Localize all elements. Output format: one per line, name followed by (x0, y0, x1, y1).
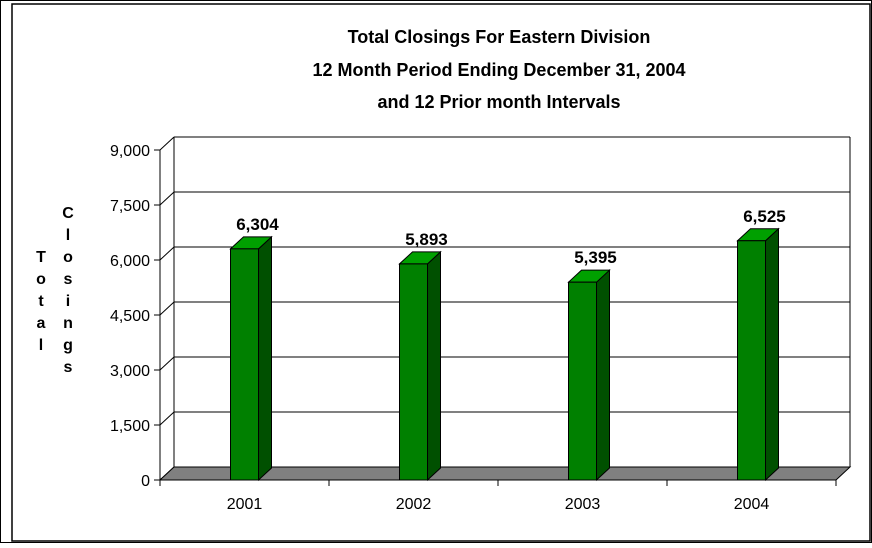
bar (567, 269, 611, 482)
y-tick-label: 7,500 (110, 198, 150, 215)
data-label: 5,395 (574, 248, 617, 267)
x-tick-label: 2002 (396, 496, 432, 513)
y-axis-title-letter: T (36, 249, 46, 266)
y-tick-label: 1,500 (110, 418, 150, 435)
chart-title-line: and 12 Prior month Intervals (377, 92, 620, 112)
y-axis-title-letter: i (66, 293, 70, 310)
bar-front (737, 240, 766, 481)
inner-border (11, 3, 871, 542)
y-axis-ticks: 0 1,500 3,000 4,500 6,000 7,500 9,000 (110, 143, 160, 490)
bar-side (258, 235, 272, 482)
y-axis-title-letter: C (62, 205, 74, 222)
side-wall-gridline (159, 246, 175, 261)
side-wall-gridline (159, 301, 175, 316)
bar (736, 227, 780, 482)
data-label: 5,893 (405, 230, 448, 249)
y-tick-label: 3,000 (110, 363, 150, 380)
data-label: 6,304 (236, 215, 279, 234)
x-tick-label: 2004 (734, 496, 770, 513)
x-tick-label: 2001 (227, 496, 263, 513)
chart-title: Total Closings For Eastern Division 12 Mo… (312, 27, 685, 112)
y-axis-title-letter: g (63, 337, 73, 354)
y-axis-title-letter: s (64, 271, 73, 288)
bar-front (230, 248, 259, 481)
side-wall-gridline (159, 136, 175, 151)
y-axis-title-letter: l (39, 337, 43, 354)
side-wall-gridline (159, 356, 175, 371)
y-axis-title-letter: a (37, 315, 46, 332)
y-axis-title-letter: n (63, 315, 73, 332)
bar (229, 235, 273, 482)
x-tick-label: 2003 (565, 496, 601, 513)
chart-title-line: Total Closings For Eastern Division (348, 27, 651, 47)
data-label: 6,525 (743, 207, 786, 226)
side-wall-gridline (159, 191, 175, 206)
data-labels: 6,304 5,893 5,395 6,525 (236, 207, 786, 267)
y-axis-title-letter: t (38, 293, 44, 310)
y-tick-label: 9,000 (110, 143, 150, 160)
y-axis-title-letter: l (66, 227, 70, 244)
bar-side (427, 250, 441, 482)
bar (398, 250, 442, 482)
y-tick-label: 0 (141, 473, 150, 490)
y-axis-title-letter: s (64, 359, 73, 376)
x-axis-ticks: 2001 2002 2003 2004 (159, 480, 837, 513)
y-tick-label: 4,500 (110, 308, 150, 325)
bar-side (596, 269, 610, 482)
y-axis-title-letter: o (36, 271, 46, 288)
bar-front (399, 263, 428, 481)
bar-side (765, 227, 779, 482)
bar-front (568, 281, 597, 481)
y-axis-title-letter: o (63, 249, 73, 266)
y-tick-label: 6,000 (110, 253, 150, 270)
bars (229, 227, 780, 482)
chart-title-line: 12 Month Period Ending December 31, 2004 (312, 60, 685, 80)
side-wall-gridline (159, 411, 175, 426)
